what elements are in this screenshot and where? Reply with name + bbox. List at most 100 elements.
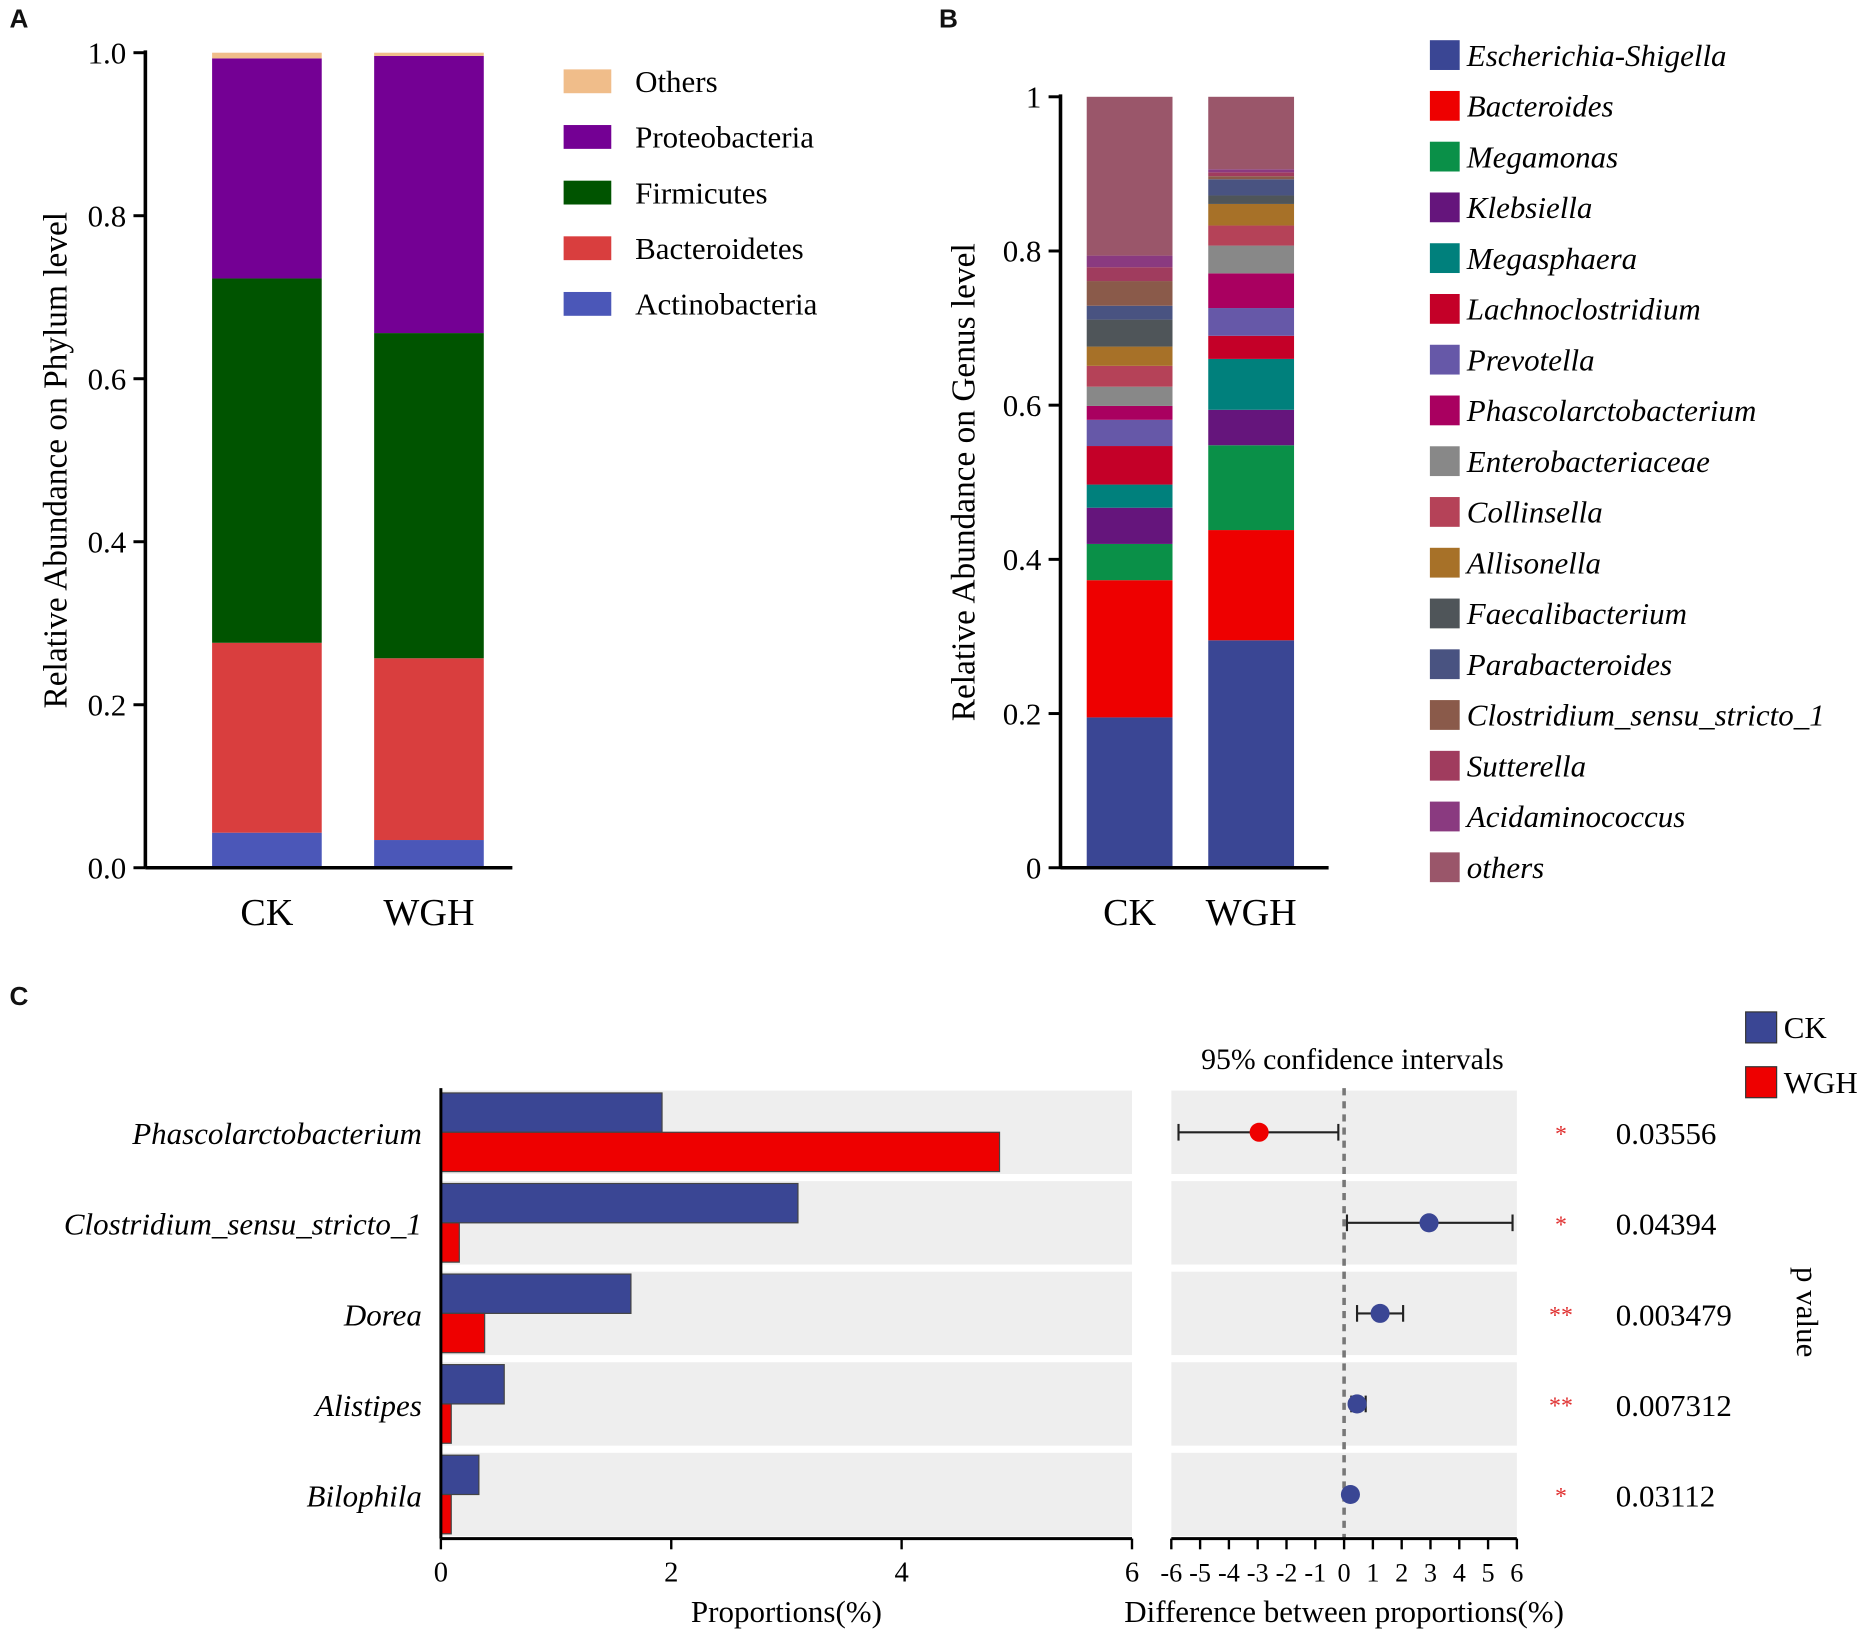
legend-label: Collinsella: [1467, 495, 1603, 530]
bar-b-wgh-acidaminococcus: [1208, 169, 1295, 173]
bar-b-wgh-others: [1208, 96, 1295, 170]
legend-item-allisonella: Allisonella: [1429, 545, 1601, 580]
x-tick-label: 4: [1453, 1558, 1466, 1587]
row-background: [440, 1452, 1132, 1537]
legend-swatch: [563, 236, 612, 261]
x-tick-label: 0: [434, 1557, 448, 1588]
bar-a-ck-bacteroidetes: [212, 642, 322, 833]
legend-swatch: [1429, 750, 1460, 781]
bar-b-wgh-parabacteroides: [1208, 179, 1295, 196]
legend-item-proteobacteria: Proteobacteria: [563, 120, 814, 155]
bar-a-ck-others: [212, 52, 322, 59]
significance-marker: *: [1555, 1212, 1567, 1238]
bar-b-ck-escherichia-shigella: [1086, 717, 1173, 868]
bar-b-ck-phascolarctobacterium: [1086, 405, 1173, 420]
bar-b-wgh-megasphaera: [1208, 358, 1295, 410]
legend-swatch: [1745, 1011, 1778, 1044]
x-tick-label: 6: [1510, 1558, 1523, 1587]
legend-swatch: [1429, 547, 1460, 578]
bar-c-bilophila-ck: [440, 1454, 480, 1496]
legend-label: Proteobacteria: [635, 120, 814, 155]
legend-item-actinobacteria: Actinobacteria: [563, 287, 818, 322]
ci-point-ck: [1340, 1484, 1360, 1505]
p-value: 0.007312: [1616, 1388, 1732, 1423]
legend-swatch: [1429, 344, 1460, 375]
panel-label-a: A: [10, 4, 29, 34]
legend-label: Sutterella: [1467, 748, 1586, 783]
bar-b-wgh-faecalibacterium: [1208, 195, 1295, 204]
x-tick-label: -6: [1160, 1558, 1182, 1587]
x-tick-label-wgh: WGH: [383, 892, 474, 934]
legend-swatch: [1429, 649, 1460, 680]
legend-swatch: [1429, 497, 1460, 527]
x-tick-label: -3: [1247, 1558, 1269, 1587]
legend-item-parabacteroides: Parabacteroides: [1429, 647, 1672, 682]
legend-item-prevotella: Prevotella: [1429, 342, 1595, 377]
legend-swatch: [1429, 90, 1460, 121]
bar-b-ck-bacteroides: [1086, 580, 1173, 718]
bar-b-wgh-megamonas: [1208, 445, 1295, 531]
bar-c-clostridium-sensu-stricto-1-wgh: [440, 1222, 460, 1263]
row-background: [440, 1362, 1132, 1446]
x-tick-label-ck: CK: [240, 892, 293, 934]
x-tick-label: 4: [894, 1557, 908, 1588]
bar-b-ck-others: [1086, 96, 1173, 256]
legend-item-others: Others: [563, 64, 718, 99]
legend-swatch: [1429, 243, 1460, 274]
y-tick-label: 1.0: [88, 35, 127, 70]
bar-b-ck-faecalibacterium: [1086, 319, 1173, 347]
legend-label: Klebsiella: [1466, 190, 1593, 225]
legend-item-firmicutes: Firmicutes: [563, 175, 768, 210]
bar-b-wgh-collinsella: [1208, 225, 1295, 246]
bar-b-wgh-bacteroides: [1208, 530, 1295, 641]
legend-item-others: others: [1429, 850, 1544, 885]
legend-swatch: [1429, 395, 1460, 426]
legend-item-wgh: WGH: [1745, 1065, 1858, 1100]
y-tick-label: 0.2: [1003, 696, 1042, 731]
y-tick-label: 0.8: [1003, 234, 1042, 269]
legend-swatch: [1429, 598, 1460, 629]
y-tick-label: 1: [1026, 80, 1041, 115]
legend-label: Firmicutes: [635, 175, 767, 210]
bar-b-wgh-escherichia-shigella: [1208, 640, 1295, 868]
category-label: Dorea: [343, 1297, 422, 1332]
p-value: 0.03556: [1616, 1116, 1717, 1151]
legend-item-megamonas: Megamonas: [1429, 139, 1618, 174]
legend-label: Escherichia-Shigella: [1466, 38, 1727, 73]
legend-swatch: [1429, 801, 1460, 832]
legend-swatch: [1429, 446, 1460, 477]
x-tick-label: 1: [1366, 1558, 1379, 1587]
panel-label-c: C: [10, 981, 29, 1011]
legend-swatch: [1429, 40, 1460, 70]
p-value: 0.003479: [1616, 1297, 1732, 1332]
bar-c-phascolarctobacterium-wgh: [440, 1131, 1001, 1173]
bar-b-ck-megamonas: [1086, 543, 1173, 581]
panel-c-ci-chart: 95% confidence intervals * 0.03556 * 0.04394…: [1124, 1043, 1825, 1629]
category-label: Phascolarctobacterium: [131, 1116, 422, 1151]
x-tick-label: 2: [1395, 1558, 1408, 1587]
ci-title: 95% confidence intervals: [1201, 1043, 1503, 1076]
bar-a-ck-firmicutes: [212, 278, 322, 643]
ci-point-ck: [1370, 1303, 1390, 1323]
legend-swatch: [563, 69, 612, 94]
y-tick-label: 0: [1026, 850, 1041, 885]
bar-a-wgh-proteobacteria: [374, 55, 484, 334]
bar-b-wgh-sutterella: [1208, 172, 1295, 177]
p-value-axis-label: p value: [1790, 1267, 1825, 1357]
bar-b-wgh-klebsiella: [1208, 409, 1295, 446]
legend-item-acidaminococcus: Acidaminococcus: [1429, 799, 1685, 834]
legend-swatch: [563, 125, 612, 149]
x-tick-label: -5: [1189, 1558, 1211, 1587]
legend-item-bacteroidetes: Bacteroidetes: [563, 231, 804, 266]
significance-marker: *: [1555, 1484, 1567, 1510]
bar-c-bilophila-wgh: [440, 1493, 452, 1535]
x-tick-label: 0: [1338, 1558, 1351, 1587]
legend-item-sutterella: Sutterella: [1429, 748, 1586, 783]
y-tick-label: 0.4: [1003, 542, 1042, 577]
ci-point-wgh: [1249, 1122, 1269, 1142]
legend-b: Escherichia-Shigella Bacteroides Megamonas…: [1429, 38, 1825, 885]
y-tick-label: 0.0: [88, 850, 127, 885]
bar-b-ck-parabacteroides: [1086, 305, 1173, 320]
legend-swatch: [1429, 293, 1460, 324]
